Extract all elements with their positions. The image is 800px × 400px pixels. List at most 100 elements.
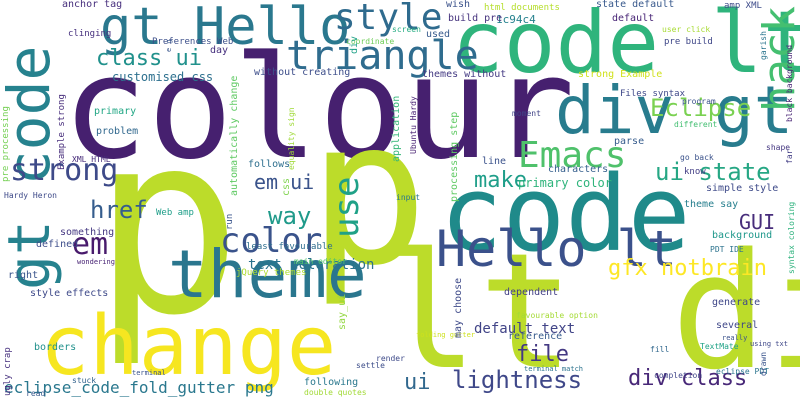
word: pre build xyxy=(664,37,713,47)
word: em xyxy=(72,227,109,262)
word: color xyxy=(220,221,323,261)
word: coordinate xyxy=(346,37,395,46)
word: theme say xyxy=(684,199,739,210)
word: html documents xyxy=(484,3,560,13)
word: primary xyxy=(94,106,137,117)
word: code lt xyxy=(452,0,800,93)
word: triangle xyxy=(286,33,479,79)
word: render xyxy=(376,354,405,363)
word: jQuery themes xyxy=(236,268,307,278)
word: Example strong xyxy=(57,94,67,170)
word: theme xyxy=(168,236,367,313)
word: customised css xyxy=(112,70,214,84)
word: main editor xyxy=(294,257,347,266)
word: black background xyxy=(785,44,794,122)
word: style effects xyxy=(30,288,109,299)
word: change xyxy=(40,299,337,394)
word: p xyxy=(92,79,243,370)
word: reference xyxy=(508,331,563,342)
word: drawn xyxy=(759,351,768,376)
word: defined xyxy=(36,239,79,250)
word: default text xyxy=(474,321,576,337)
word: file xyxy=(516,342,569,367)
word: default xyxy=(612,13,655,24)
word: gfx notbrain xyxy=(608,256,767,281)
word: em ui xyxy=(254,170,315,194)
word: Emacs xyxy=(518,135,627,176)
word: folding gutter xyxy=(416,331,476,339)
word: run xyxy=(225,213,235,230)
word: go back xyxy=(680,153,714,162)
word: problem xyxy=(96,126,139,137)
word: div xyxy=(349,35,360,54)
word: say_ui xyxy=(337,293,348,330)
word: right xyxy=(8,270,39,281)
word: terminal xyxy=(132,369,166,377)
word: code xyxy=(440,153,691,275)
word: lt div xyxy=(382,218,800,400)
word: completion xyxy=(654,371,703,380)
word: input xyxy=(396,193,421,202)
word: line xyxy=(482,156,507,167)
word: ui state xyxy=(655,158,771,186)
word: primary color xyxy=(518,176,612,190)
word: strong Example xyxy=(578,69,663,80)
word: garish xyxy=(759,31,768,60)
word: settle xyxy=(356,361,385,370)
word: TextMate xyxy=(700,342,739,351)
word: state default xyxy=(596,0,675,10)
word: different xyxy=(674,120,718,129)
word: text coloration xyxy=(248,257,375,273)
word: double quotes xyxy=(304,388,367,397)
word: used xyxy=(426,29,451,40)
word: borders xyxy=(34,342,77,353)
word: Hello lt xyxy=(436,220,677,278)
word: amp XML xyxy=(724,1,762,11)
word: read xyxy=(26,389,46,398)
word: day xyxy=(210,45,229,56)
word: moment xyxy=(512,109,541,118)
word: eclipse_code_fold_gutter png xyxy=(4,378,274,397)
word: pre processing xyxy=(1,106,11,182)
word: follows xyxy=(248,159,291,170)
word: Eclipse xyxy=(650,94,752,122)
word: processing step xyxy=(449,111,460,202)
word: using txt xyxy=(750,340,788,348)
word: something xyxy=(60,227,115,238)
word: colour xyxy=(62,26,575,191)
word: automatically change xyxy=(229,75,240,196)
word: strong xyxy=(10,153,119,188)
word: far xyxy=(785,149,794,164)
word: wondering xyxy=(77,258,115,266)
word: href xyxy=(90,196,148,224)
word: XML HTML xyxy=(72,155,111,164)
word: Hardy Heron xyxy=(4,191,57,200)
word: themes without xyxy=(422,69,507,80)
word: equality sign xyxy=(287,107,296,170)
word: eclipse PDT xyxy=(716,367,769,376)
word: several xyxy=(716,320,759,331)
word: stuck xyxy=(72,376,97,385)
word: really xyxy=(722,334,748,342)
word: build pre xyxy=(448,13,503,24)
word: clinging xyxy=(68,29,112,39)
word: know xyxy=(684,167,706,177)
word: Preferences Web xyxy=(152,37,234,47)
word: dependent xyxy=(504,287,559,298)
word: make xyxy=(474,168,527,193)
word: PDT IDE xyxy=(710,245,744,254)
word: class ui xyxy=(96,46,202,71)
word: css xyxy=(281,177,292,196)
word: ugly crap xyxy=(3,347,13,396)
word: least favourable xyxy=(246,242,333,252)
word: user click xyxy=(662,25,711,34)
word: anchor tag xyxy=(62,0,123,10)
word: program xyxy=(682,97,716,106)
word: wish xyxy=(446,0,471,10)
word: simple style xyxy=(706,183,779,194)
word: div class xyxy=(628,366,748,391)
word: syntax coloring xyxy=(787,201,796,274)
word: ui xyxy=(404,370,431,395)
word: e g xyxy=(165,39,173,52)
word: terminal match xyxy=(524,365,584,373)
